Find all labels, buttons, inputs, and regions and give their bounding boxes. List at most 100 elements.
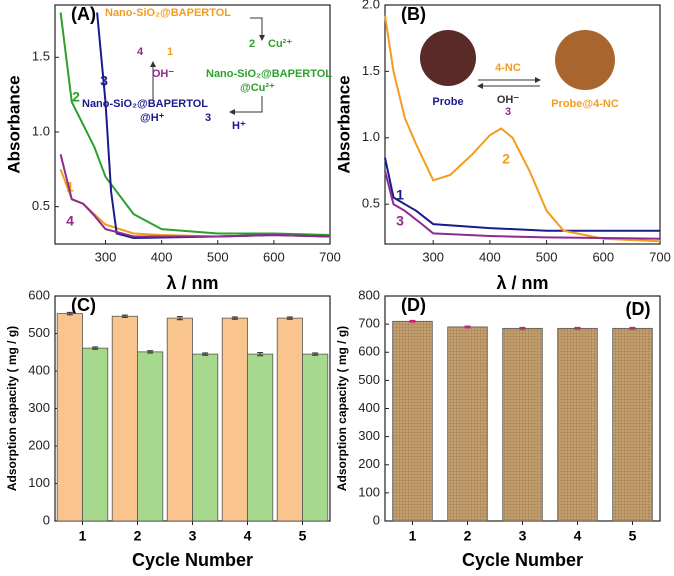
error-bar (121, 314, 128, 318)
y-axis-label: Adsorption capacity ( mg / g) (335, 326, 349, 491)
x-tick-label: 500 (207, 249, 229, 264)
y-tick-label: 1.0 (362, 129, 380, 144)
spectrum-line (384, 170, 661, 240)
bar (502, 327, 543, 522)
x-axis-label: Cycle Number (462, 550, 583, 570)
error-bar (92, 346, 99, 350)
scheme-text: @Cu²⁺ (240, 82, 275, 94)
error-bar (147, 350, 154, 354)
x-tick-label: 5 (629, 528, 637, 544)
error-bar (312, 352, 319, 356)
scheme-text: 4-NC (495, 62, 521, 74)
scheme-text: Cu²⁺ (268, 38, 292, 50)
y-tick-label: 600 (28, 287, 50, 302)
y-tick-label: 1.5 (362, 63, 380, 78)
scheme-text: 1 (167, 46, 173, 58)
y-tick-label: 100 (358, 484, 380, 499)
bar (612, 327, 653, 522)
x-tick-label: 300 (95, 249, 117, 264)
x-axis-label: λ / nm (166, 273, 218, 293)
bar (111, 315, 138, 522)
y-tick-label: 1.0 (32, 123, 50, 138)
bar (247, 353, 274, 522)
probe-image (420, 30, 476, 86)
scheme-text: Probe@4-NC (551, 98, 619, 110)
scheme-text: @H⁺ (140, 112, 165, 124)
series-label: 2 (502, 151, 510, 167)
x-tick-label: 400 (151, 249, 173, 264)
x-tick-label: 5 (299, 528, 307, 544)
probe-4nc-image (555, 30, 615, 90)
plot-frame (54, 4, 331, 245)
error-bar (574, 326, 581, 330)
x-tick-label: 4 (574, 528, 582, 544)
error-bar (257, 352, 264, 357)
series-label: 4 (66, 213, 74, 229)
x-tick-label: 700 (319, 249, 341, 264)
spectrum-line (384, 15, 661, 243)
y-axis-label: Absorbance (334, 75, 353, 173)
scheme-text: Nano-SiO₂@BAPERTOL (206, 68, 332, 80)
plot-frame (384, 4, 661, 245)
series-label: 3 (100, 73, 108, 89)
bar (137, 351, 164, 522)
x-tick-label: 3 (519, 528, 527, 544)
scheme-text: Nano-SiO₂@BAPERTOL (105, 7, 231, 19)
y-axis-label: Adsorption capacity ( mg / g) (5, 326, 19, 491)
error-bar (231, 316, 238, 320)
scheme-text: 4 (137, 46, 144, 58)
x-tick-label: 600 (592, 249, 614, 264)
scheme-text: Nano-SiO₂@BAPERTOL (82, 98, 208, 110)
y-tick-label: 2.0 (362, 0, 380, 11)
error-bar (629, 326, 636, 330)
scheme-text: OH⁻ (497, 94, 520, 106)
x-tick-label: 300 (422, 249, 444, 264)
series-label: 2 (72, 89, 80, 105)
y-tick-label: 800 (358, 287, 380, 302)
y-tick-label: 0 (43, 512, 50, 527)
x-tick-label: 500 (536, 249, 558, 264)
y-axis-label: Absorbance (4, 75, 23, 173)
spectrum-line (59, 12, 331, 236)
x-tick-label: 400 (479, 249, 501, 264)
scheme-text: H⁺ (232, 120, 246, 132)
y-tick-label: 100 (28, 475, 50, 490)
bar (392, 320, 433, 522)
series-label: 1 (396, 187, 404, 203)
error-bar (409, 319, 416, 323)
x-tick-label: 700 (649, 249, 671, 264)
panel-label: (C) (71, 295, 96, 315)
bar (276, 317, 303, 522)
bar (56, 313, 83, 522)
x-tick-label: 1 (79, 528, 87, 544)
x-tick-label: 2 (464, 528, 472, 544)
y-tick-label: 300 (28, 400, 50, 415)
x-tick-label: 2 (134, 528, 142, 544)
series-label: 3 (396, 213, 404, 229)
scheme-text: 2 (249, 38, 255, 50)
error-bar (202, 352, 209, 356)
x-tick-label: 600 (263, 249, 285, 264)
bar (447, 326, 488, 522)
panel-label: (D) (401, 295, 426, 315)
error-bar (286, 316, 293, 320)
y-tick-label: 300 (358, 428, 380, 443)
spectrum-line (59, 168, 331, 238)
scheme-text: 3 (505, 106, 511, 118)
y-tick-label: 500 (358, 372, 380, 387)
error-bar (176, 316, 183, 321)
bar (221, 317, 248, 522)
bar (192, 353, 219, 522)
y-tick-label: 600 (358, 344, 380, 359)
scheme-text: Probe (432, 96, 463, 108)
x-tick-label: 4 (244, 528, 252, 544)
scheme-text: OH⁻ (152, 68, 175, 80)
error-bar (464, 325, 471, 329)
x-axis-label: Cycle Number (132, 550, 253, 570)
series-label: 1 (66, 179, 74, 195)
y-tick-label: 400 (358, 400, 380, 415)
y-tick-label: 200 (358, 456, 380, 471)
bar (82, 347, 109, 522)
panel-label: (A) (71, 4, 96, 24)
